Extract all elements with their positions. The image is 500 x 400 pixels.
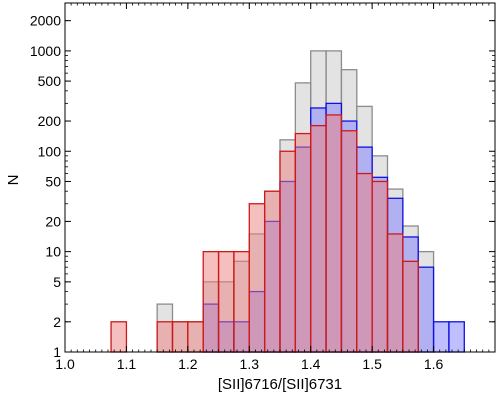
histogram-bar-series3 bbox=[402, 260, 419, 353]
histogram-bar-series3 bbox=[356, 172, 373, 353]
histogram-bar-series3 bbox=[233, 250, 250, 353]
y-tick-label: 20 bbox=[45, 213, 61, 229]
x-tick-label: 1.1 bbox=[117, 356, 137, 372]
histogram-bars bbox=[110, 50, 465, 353]
y-tick-label: 10 bbox=[45, 244, 61, 260]
histogram-bar-series3 bbox=[187, 321, 204, 353]
histogram-bar-series3 bbox=[171, 321, 189, 353]
histogram-bar-series3 bbox=[217, 250, 235, 353]
x-tick-label: 1.3 bbox=[240, 356, 260, 372]
histogram-bar-series2 bbox=[432, 321, 450, 353]
y-tick-label: 500 bbox=[38, 73, 62, 89]
y-tick-label: 50 bbox=[45, 173, 61, 189]
x-axis: 1.0 1.1 1.2 1.3 1.4 1.5 1.6 bbox=[55, 3, 496, 372]
y-tick-label: 2000 bbox=[30, 13, 61, 29]
histogram-bar-series3 bbox=[248, 203, 266, 353]
x-tick-label: 1.0 bbox=[55, 356, 75, 372]
histogram-bar-series3 bbox=[156, 321, 174, 353]
histogram-bar-series3 bbox=[202, 250, 220, 353]
histogram-bar-series3 bbox=[371, 180, 389, 353]
y-tick-label: 1 bbox=[53, 344, 61, 360]
y-tick-label: 200 bbox=[38, 113, 62, 129]
y-tick-label: 100 bbox=[38, 143, 62, 159]
x-axis-label: [SII]6716/[SII]6731 bbox=[218, 376, 342, 393]
histogram-bar-series2 bbox=[417, 266, 435, 353]
histogram-bar-series3 bbox=[325, 114, 343, 353]
y-axis: 1 2 5 10 20 50 100 200 500 1000 2000 bbox=[30, 2, 495, 360]
histogram-bar-series3 bbox=[294, 132, 312, 353]
y-tick-label: 5 bbox=[53, 274, 61, 290]
histogram-bar-series3 bbox=[310, 124, 327, 353]
x-tick-label: 1.6 bbox=[424, 356, 444, 372]
histogram-bar-series2 bbox=[448, 321, 465, 353]
histogram-bar-series3 bbox=[340, 130, 358, 353]
y-tick-label: 1000 bbox=[30, 43, 61, 59]
histogram-bar-series3 bbox=[386, 233, 404, 353]
histogram-bar-series3 bbox=[110, 321, 128, 353]
histogram-bar-series3 bbox=[279, 150, 297, 353]
x-tick-label: 1.4 bbox=[301, 356, 321, 372]
x-tick-label: 1.2 bbox=[178, 356, 198, 372]
histogram-bar-series3 bbox=[263, 190, 281, 353]
y-axis-label: N bbox=[5, 175, 22, 186]
y-tick-label: 2 bbox=[53, 314, 61, 330]
x-tick-label: 1.5 bbox=[362, 356, 382, 372]
